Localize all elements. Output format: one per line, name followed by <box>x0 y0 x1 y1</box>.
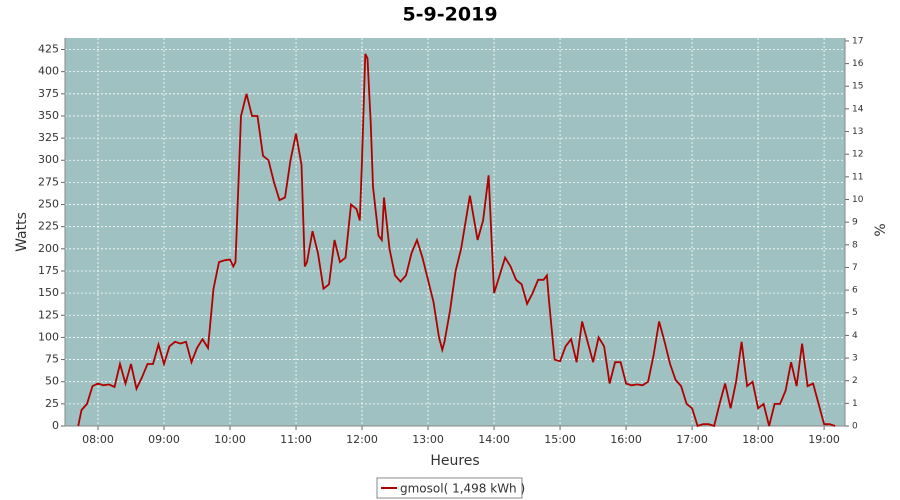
y-tick-label: 150 <box>38 286 59 299</box>
x-tick-label: 15:00 <box>544 433 576 446</box>
y2-tick-label: 10 <box>852 195 864 205</box>
y-tick-label: 75 <box>45 353 59 366</box>
data-line <box>77 53 836 428</box>
y2-tick-label: 11 <box>852 172 863 182</box>
y2-tick-label: 7 <box>852 263 858 273</box>
y2-tick-label: 1 <box>852 399 858 409</box>
x-tick-label: 17:00 <box>676 433 708 446</box>
y2-tick-label: 16 <box>852 59 864 69</box>
y2-tick-label: 12 <box>852 150 863 160</box>
y-tick-label: 375 <box>38 87 59 100</box>
y2-tick-label: 0 <box>852 422 858 432</box>
x-tick-label: 14:00 <box>478 433 510 446</box>
x-tick-label: 16:00 <box>610 433 642 446</box>
legend-box <box>376 477 523 499</box>
y2-tick-label: 13 <box>852 127 863 137</box>
y-tick-label: 400 <box>38 65 59 78</box>
y-tick-label: 25 <box>45 397 59 410</box>
y-tick-label: 425 <box>38 43 59 56</box>
y2-tick-label: 15 <box>852 82 863 92</box>
x-tick-label: 11:00 <box>280 433 312 446</box>
y2-tick-label: 3 <box>852 354 858 364</box>
y2-tick-label: 6 <box>852 286 858 296</box>
x-tick-label: 08:00 <box>82 433 114 446</box>
x-tick-label: 12:00 <box>346 433 378 446</box>
legend-label: gmosol( 1,498 kWh ) <box>400 482 525 496</box>
x-tick-label: 13:00 <box>412 433 444 446</box>
x-axis-title: Heures <box>430 453 479 469</box>
y2-tick-label: 9 <box>852 218 858 228</box>
y-tick-label: 100 <box>38 330 59 343</box>
y-tick-label: 175 <box>38 264 59 277</box>
y-tick-label: 225 <box>38 220 59 233</box>
y-tick-label: 200 <box>38 242 59 255</box>
y-tick-label: 0 <box>52 419 59 432</box>
y2-tick-label: 4 <box>852 331 858 341</box>
x-tick-label: 09:00 <box>148 433 180 446</box>
x-tick-label: 10:00 <box>214 433 246 446</box>
y-tick-label: 275 <box>38 175 59 188</box>
y-axis-title: Watts <box>14 212 30 252</box>
plot-area <box>65 38 845 426</box>
y2-tick-label: 5 <box>852 308 858 318</box>
y2-axis-title: % <box>873 223 889 236</box>
y2-tick-label: 14 <box>852 104 864 114</box>
y-tick-label: 325 <box>38 131 59 144</box>
y-tick-label: 125 <box>38 308 59 321</box>
y-tick-label: 50 <box>45 375 59 388</box>
y2-tick-label: 17 <box>852 36 863 46</box>
y-tick-label: 250 <box>38 198 59 211</box>
x-tick-label: 19:00 <box>808 433 840 446</box>
chart-title: 5-9-2019 <box>402 4 497 26</box>
y2-tick-label: 8 <box>852 240 858 250</box>
y2-tick-label: 2 <box>852 376 858 386</box>
y-tick-label: 300 <box>38 153 59 166</box>
y-tick-label: 350 <box>38 109 59 122</box>
x-tick-label: 18:00 <box>742 433 774 446</box>
